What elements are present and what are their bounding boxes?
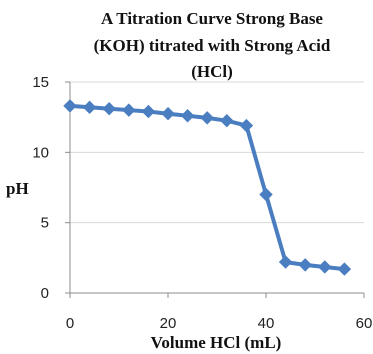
data-point-4	[141, 104, 156, 119]
chart-title-line-2: (KOH) titrated with Strong Acid	[94, 36, 331, 55]
gridlines	[70, 81, 364, 224]
y-tick-labels: 0 5 10 15	[32, 74, 49, 302]
x-tick-labels: 0 20 40 60	[66, 315, 373, 332]
x-tick-label-20: 20	[160, 315, 177, 332]
data-point-10	[259, 187, 273, 202]
data-point-0	[63, 99, 77, 113]
chart-title: A Titration Curve Strong Base (KOH) titr…	[94, 9, 331, 81]
series-line-0	[68, 103, 347, 272]
data-point-8	[220, 113, 234, 128]
data-point-7	[200, 111, 214, 125]
x-tick-label-40: 40	[258, 315, 275, 332]
data-point-12	[298, 258, 312, 272]
data-point-9	[239, 118, 254, 133]
y-axis-label: pH	[6, 179, 29, 198]
chart-title-line-1: A Titration Curve Strong Base	[101, 9, 323, 28]
x-tick-label-0: 0	[66, 315, 74, 332]
data-point-6	[180, 109, 195, 123]
chart-title-line-3: (HCl)	[191, 62, 233, 81]
data-point-11	[278, 255, 293, 269]
data-point-1	[82, 100, 97, 115]
data-point-5	[161, 106, 175, 121]
x-tick-label-60: 60	[356, 315, 373, 332]
y-tick-label-10: 10	[32, 144, 49, 161]
x-axis-label: Volume HCl (mL)	[151, 333, 282, 352]
series-group	[63, 99, 352, 276]
y-tick-label-0: 0	[41, 285, 49, 302]
data-point-2	[102, 102, 116, 116]
y-tick-label-5: 5	[41, 215, 49, 232]
data-point-3	[122, 103, 136, 117]
data-point-13	[318, 260, 332, 274]
data-point-14	[337, 262, 352, 276]
axes	[65, 81, 365, 298]
y-tick-label-15: 15	[32, 74, 49, 91]
